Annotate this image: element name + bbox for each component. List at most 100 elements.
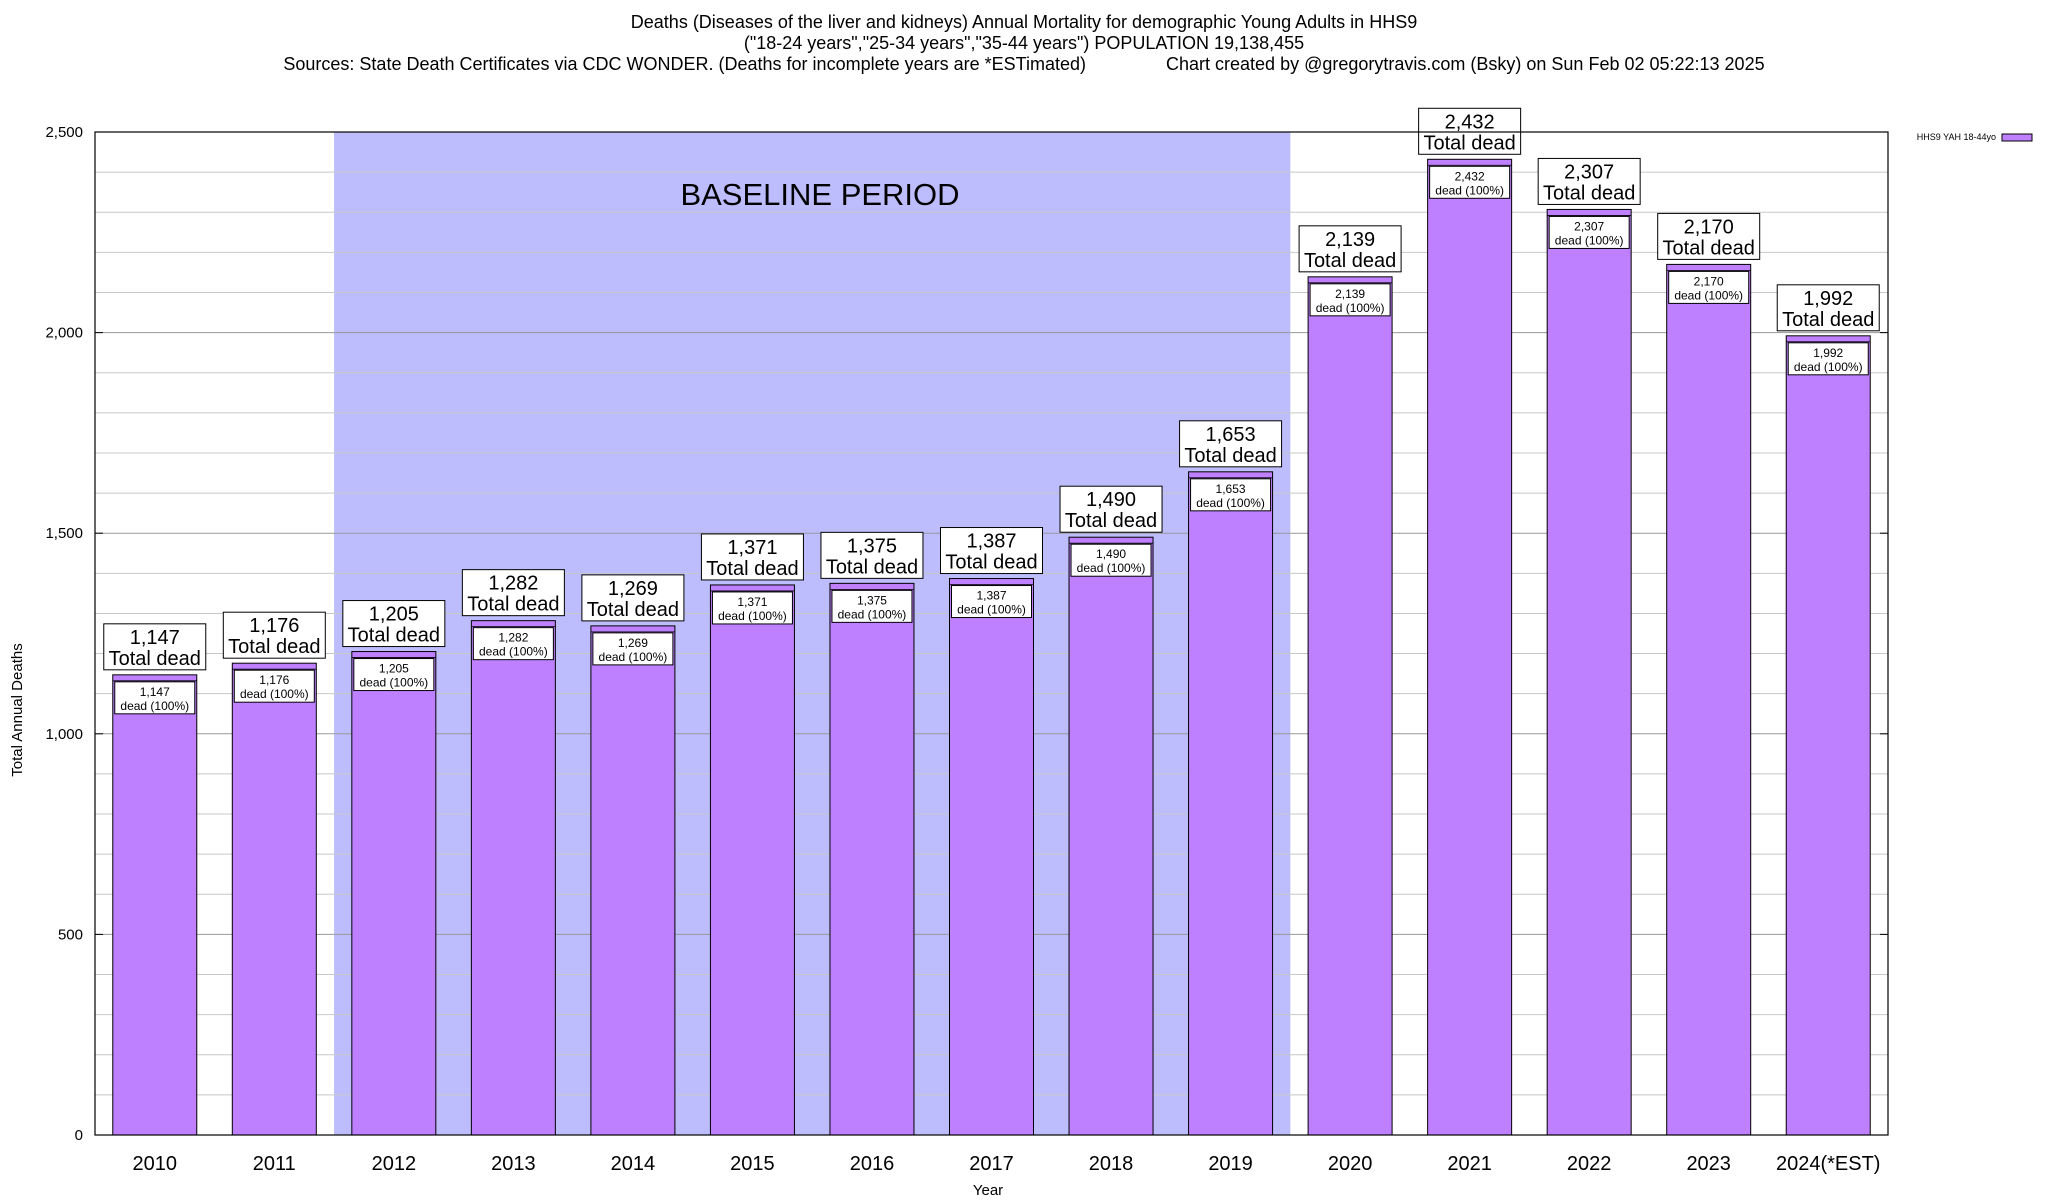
total-value-label: 2,432 xyxy=(1445,111,1495,133)
inner-label-box xyxy=(951,585,1032,619)
inner-value-label: 2,307 xyxy=(1574,219,1604,233)
x-tick-label: 2021 xyxy=(1447,1153,1492,1175)
inner-label-box xyxy=(1070,543,1152,577)
total-caption-label: Total dead xyxy=(1423,132,1515,154)
y-tick-label: 0 xyxy=(75,1127,83,1144)
x-tick-label: 2018 xyxy=(1089,1153,1134,1175)
inner-label-box xyxy=(353,658,435,692)
inner-label-box xyxy=(1429,165,1511,199)
total-caption-label: Total dead xyxy=(706,558,798,580)
total-label-box xyxy=(700,533,804,581)
inner-label-box xyxy=(114,681,196,715)
inner-percent-label: dead (100%) xyxy=(240,687,309,701)
inner-percent-label: dead (100%) xyxy=(1196,496,1265,510)
bar xyxy=(590,625,676,1136)
total-label-box xyxy=(461,569,565,617)
bar xyxy=(1068,536,1154,1136)
inner-label-box xyxy=(711,591,793,625)
total-label-box xyxy=(1537,157,1641,205)
x-tick-label: 2014 xyxy=(611,1153,656,1175)
inner-value-label: 2,432 xyxy=(1455,169,1485,183)
total-value-label: 1,490 xyxy=(1086,489,1136,511)
inner-percent-label: dead (100%) xyxy=(957,603,1026,617)
inner-percent-label: dead (100%) xyxy=(1077,561,1146,575)
inner-value-label: 1,147 xyxy=(140,685,170,699)
inner-value-label: 1,205 xyxy=(379,662,409,676)
legend: HHS9 YAH 18-44yo xyxy=(1917,132,2033,142)
total-value-label: 1,176 xyxy=(249,615,299,637)
inner-percent-label: dead (100%) xyxy=(359,676,428,690)
inner-label-box xyxy=(1548,215,1630,249)
x-tick-label: 2024(*EST) xyxy=(1776,1153,1881,1175)
total-caption-label: Total dead xyxy=(1663,237,1755,259)
total-label-box xyxy=(1657,212,1761,260)
total-label-box xyxy=(342,600,446,648)
total-caption-label: Total dead xyxy=(1543,182,1635,204)
total-label-box xyxy=(581,574,685,622)
bar xyxy=(1307,276,1393,1136)
total-value-label: 1,269 xyxy=(608,578,658,600)
y-tick-label: 1,000 xyxy=(45,726,83,743)
inner-label-box xyxy=(233,669,315,703)
total-label-box xyxy=(940,527,1043,575)
inner-percent-label: dead (100%) xyxy=(838,607,907,621)
total-value-label: 2,139 xyxy=(1325,229,1375,251)
total-value-label: 1,992 xyxy=(1803,288,1853,310)
x-tick-label: 2019 xyxy=(1208,1153,1253,1175)
total-label-box xyxy=(1418,107,1522,155)
inner-label-box xyxy=(1668,270,1750,304)
x-tick-label: 2010 xyxy=(133,1153,178,1175)
inner-value-label: 2,139 xyxy=(1335,287,1365,301)
inner-label-box xyxy=(472,627,554,661)
x-tick-label: 2012 xyxy=(372,1153,417,1175)
bar xyxy=(1785,335,1871,1136)
y-axis-label: Total Annual Deaths xyxy=(9,643,26,776)
total-value-label: 1,282 xyxy=(488,573,538,595)
inner-value-label: 1,992 xyxy=(1813,346,1843,360)
inner-value-label: 1,282 xyxy=(498,631,528,645)
x-tick-label: 2016 xyxy=(850,1153,895,1175)
bar xyxy=(1666,263,1752,1136)
inner-value-label: 1,371 xyxy=(737,595,767,609)
total-caption-label: Total dead xyxy=(1184,445,1276,467)
x-tick-label: 2013 xyxy=(491,1153,536,1175)
total-value-label: 1,375 xyxy=(847,535,897,557)
inner-percent-label: dead (100%) xyxy=(1555,233,1624,247)
bar xyxy=(470,620,556,1136)
total-label-box xyxy=(820,531,924,579)
bar xyxy=(709,584,795,1136)
plot-frame xyxy=(94,131,1889,1136)
x-axis-label: Year xyxy=(973,1182,1003,1199)
inner-label-box xyxy=(1190,478,1272,512)
total-caption-label: Total dead xyxy=(1065,510,1157,532)
x-tick-label: 2015 xyxy=(730,1153,775,1175)
total-value-label: 2,170 xyxy=(1684,216,1734,238)
y-tick-label: 1,500 xyxy=(45,525,83,542)
inner-percent-label: dead (100%) xyxy=(479,645,548,659)
legend-label: HHS9 YAH 18-44yo xyxy=(1917,132,1996,142)
total-value-label: 2,307 xyxy=(1564,161,1614,183)
x-tick-label: 2020 xyxy=(1328,1153,1373,1175)
total-label-box xyxy=(1179,420,1283,468)
total-value-label: 1,371 xyxy=(727,537,777,559)
total-caption-label: Total dead xyxy=(1782,309,1874,331)
inner-value-label: 1,490 xyxy=(1096,547,1126,561)
chart-source-line: Sources: State Death Certificates via CD… xyxy=(283,54,1765,74)
bar xyxy=(949,578,1034,1136)
total-caption-label: Total dead xyxy=(1304,250,1396,272)
inner-percent-label: dead (100%) xyxy=(1674,288,1743,302)
inner-value-label: 1,387 xyxy=(976,589,1006,603)
inner-percent-label: dead (100%) xyxy=(1794,360,1863,374)
baseline-period-label: BASELINE PERIOD xyxy=(680,177,959,212)
inner-percent-label: dead (100%) xyxy=(718,609,787,623)
total-caption-label: Total dead xyxy=(467,594,559,616)
